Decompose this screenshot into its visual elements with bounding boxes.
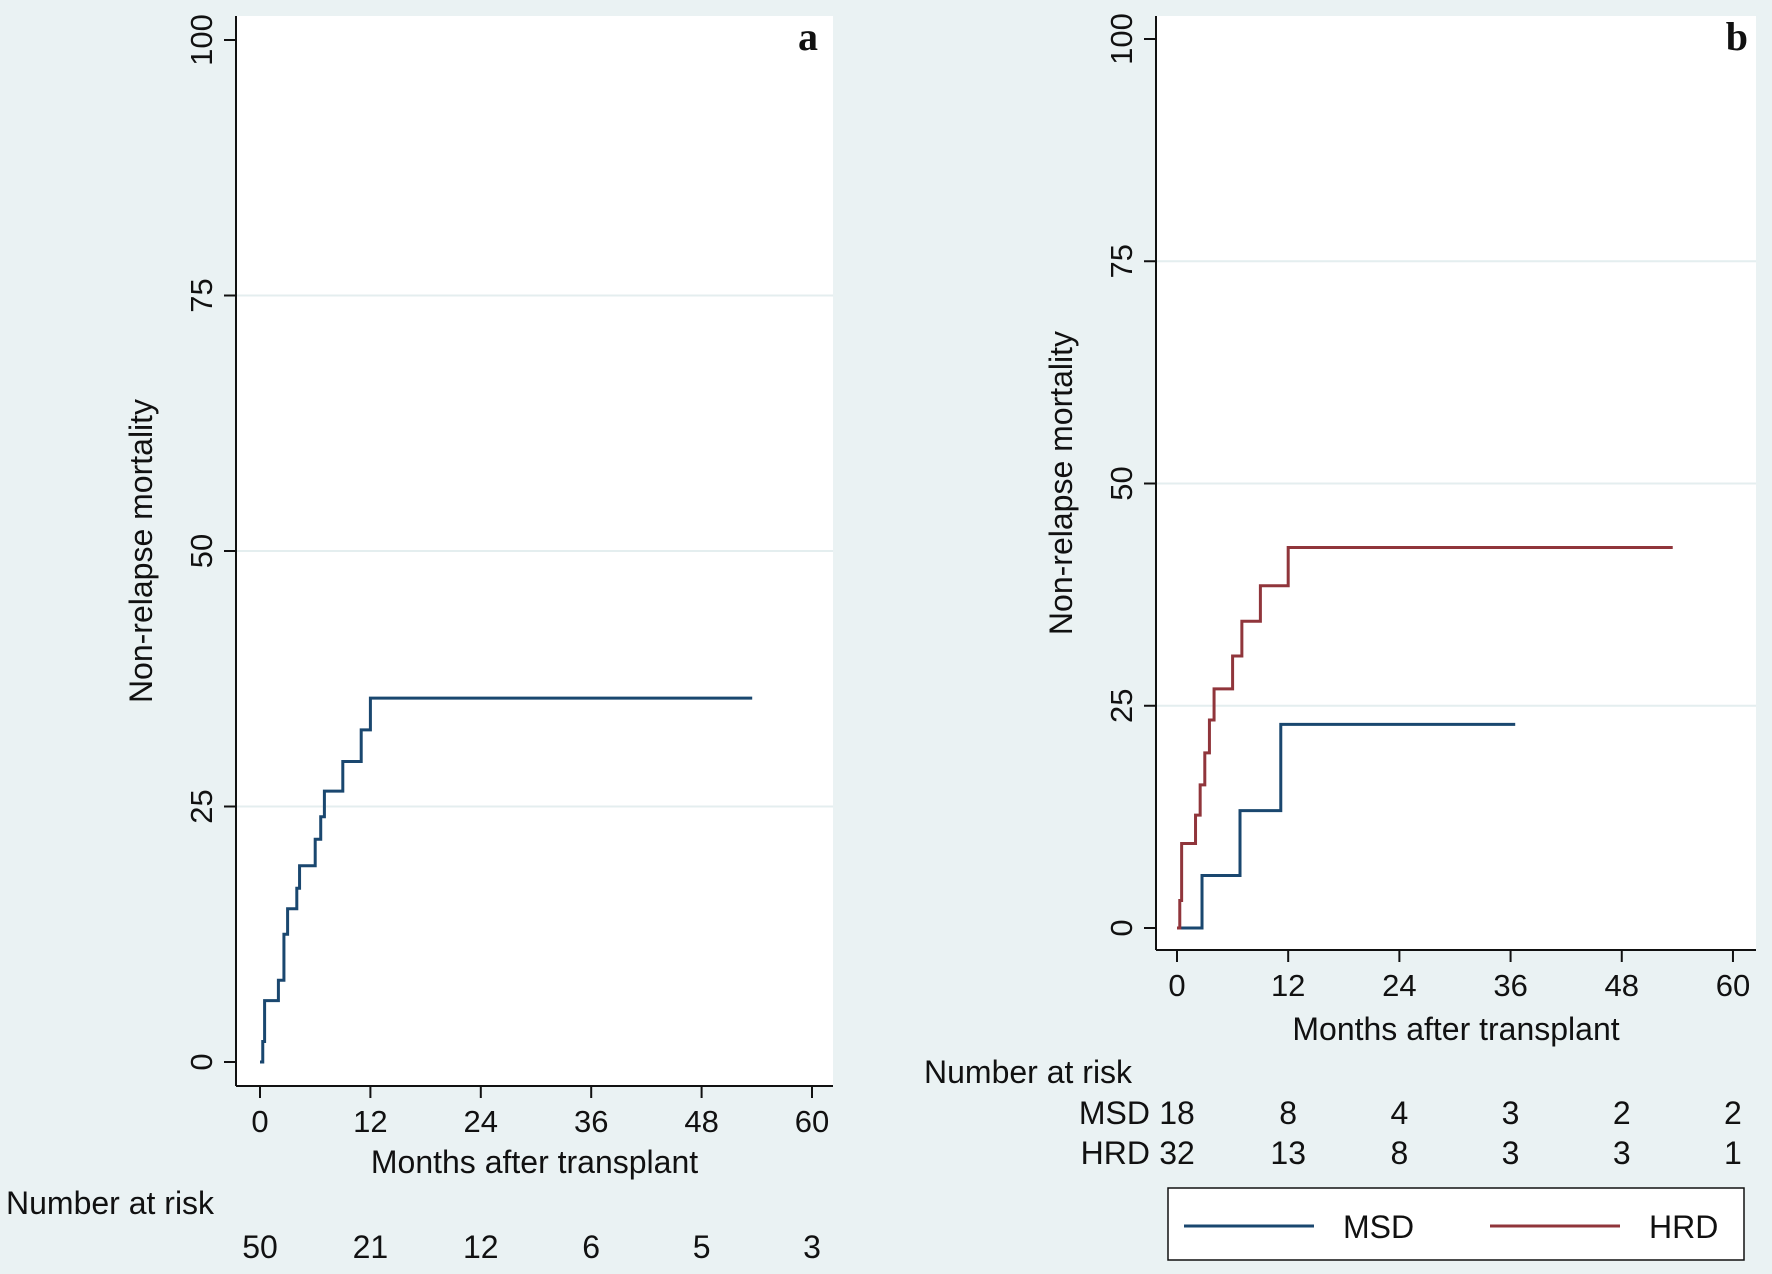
x-tick-label: 60 bbox=[1716, 968, 1750, 1003]
risk-count: 1 bbox=[1724, 1135, 1742, 1171]
y-tick-label: 25 bbox=[1104, 689, 1139, 723]
y-tick-label: 25 bbox=[184, 789, 219, 823]
x-tick-label: 60 bbox=[795, 1104, 829, 1139]
risk-count: 4 bbox=[1390, 1095, 1408, 1131]
y-tick-label: 0 bbox=[184, 1053, 219, 1070]
risk-count: 3 bbox=[803, 1229, 821, 1265]
risk-table-title: Number at risk bbox=[924, 1054, 1133, 1090]
panel-label: a bbox=[798, 14, 818, 59]
risk-count: 2 bbox=[1613, 1095, 1631, 1131]
x-tick-label: 12 bbox=[1271, 968, 1305, 1003]
x-axis-label: Months after transplant bbox=[371, 1144, 698, 1180]
legend: MSD HRD bbox=[1167, 1187, 1745, 1261]
y-tick-label: 0 bbox=[1104, 919, 1139, 936]
x-tick-label: 48 bbox=[1605, 968, 1639, 1003]
risk-count: 5 bbox=[693, 1229, 711, 1265]
y-tick-label: 75 bbox=[1104, 244, 1139, 278]
risk-count: 13 bbox=[1270, 1135, 1306, 1171]
x-tick-label: 48 bbox=[684, 1104, 718, 1139]
risk-count: 8 bbox=[1390, 1135, 1408, 1171]
risk-count: 50 bbox=[242, 1229, 278, 1265]
legend-hrd-label: HRD bbox=[1649, 1209, 1718, 1245]
series-line-hrd bbox=[1177, 546, 1673, 930]
legend-box bbox=[1167, 1187, 1745, 1261]
x-tick-label: 0 bbox=[1168, 968, 1185, 1003]
x-axis-label: Months after transplant bbox=[1292, 1011, 1619, 1047]
risk-count: 3 bbox=[1502, 1135, 1520, 1171]
risk-count: 32 bbox=[1159, 1135, 1195, 1171]
x-tick-label: 36 bbox=[1493, 968, 1527, 1003]
risk-count: 8 bbox=[1279, 1095, 1297, 1131]
risk-row-label: HRD bbox=[1081, 1135, 1150, 1171]
risk-count: 3 bbox=[1613, 1135, 1631, 1171]
y-tick-label: 75 bbox=[184, 278, 219, 312]
risk-count: 18 bbox=[1159, 1095, 1195, 1131]
y-tick-label: 50 bbox=[184, 534, 219, 568]
x-tick-label: 0 bbox=[251, 1104, 268, 1139]
risk-row-label: MSD bbox=[1079, 1095, 1150, 1131]
y-tick-label: 50 bbox=[1104, 466, 1139, 500]
risk-count: 21 bbox=[353, 1229, 389, 1265]
y-tick-label: 100 bbox=[184, 14, 219, 66]
risk-count: 6 bbox=[582, 1229, 600, 1265]
y-tick-label: 100 bbox=[1104, 13, 1139, 65]
risk-count: 3 bbox=[1502, 1095, 1520, 1131]
y-axis-label: Non-relapse mortality bbox=[1043, 331, 1079, 635]
series-line-all bbox=[260, 696, 753, 1064]
series-line-msd bbox=[1177, 722, 1516, 930]
risk-count: 12 bbox=[463, 1229, 499, 1265]
panel-label: b bbox=[1726, 14, 1748, 59]
y-axis-label: Non-relapse mortality bbox=[123, 399, 159, 703]
risk-count: 2 bbox=[1724, 1095, 1742, 1131]
x-tick-label: 24 bbox=[1382, 968, 1416, 1003]
risk-table-title: Number at risk bbox=[6, 1185, 215, 1221]
x-tick-label: 36 bbox=[574, 1104, 608, 1139]
x-tick-label: 24 bbox=[464, 1104, 498, 1139]
x-tick-label: 12 bbox=[353, 1104, 387, 1139]
legend-msd-label: MSD bbox=[1343, 1209, 1414, 1245]
